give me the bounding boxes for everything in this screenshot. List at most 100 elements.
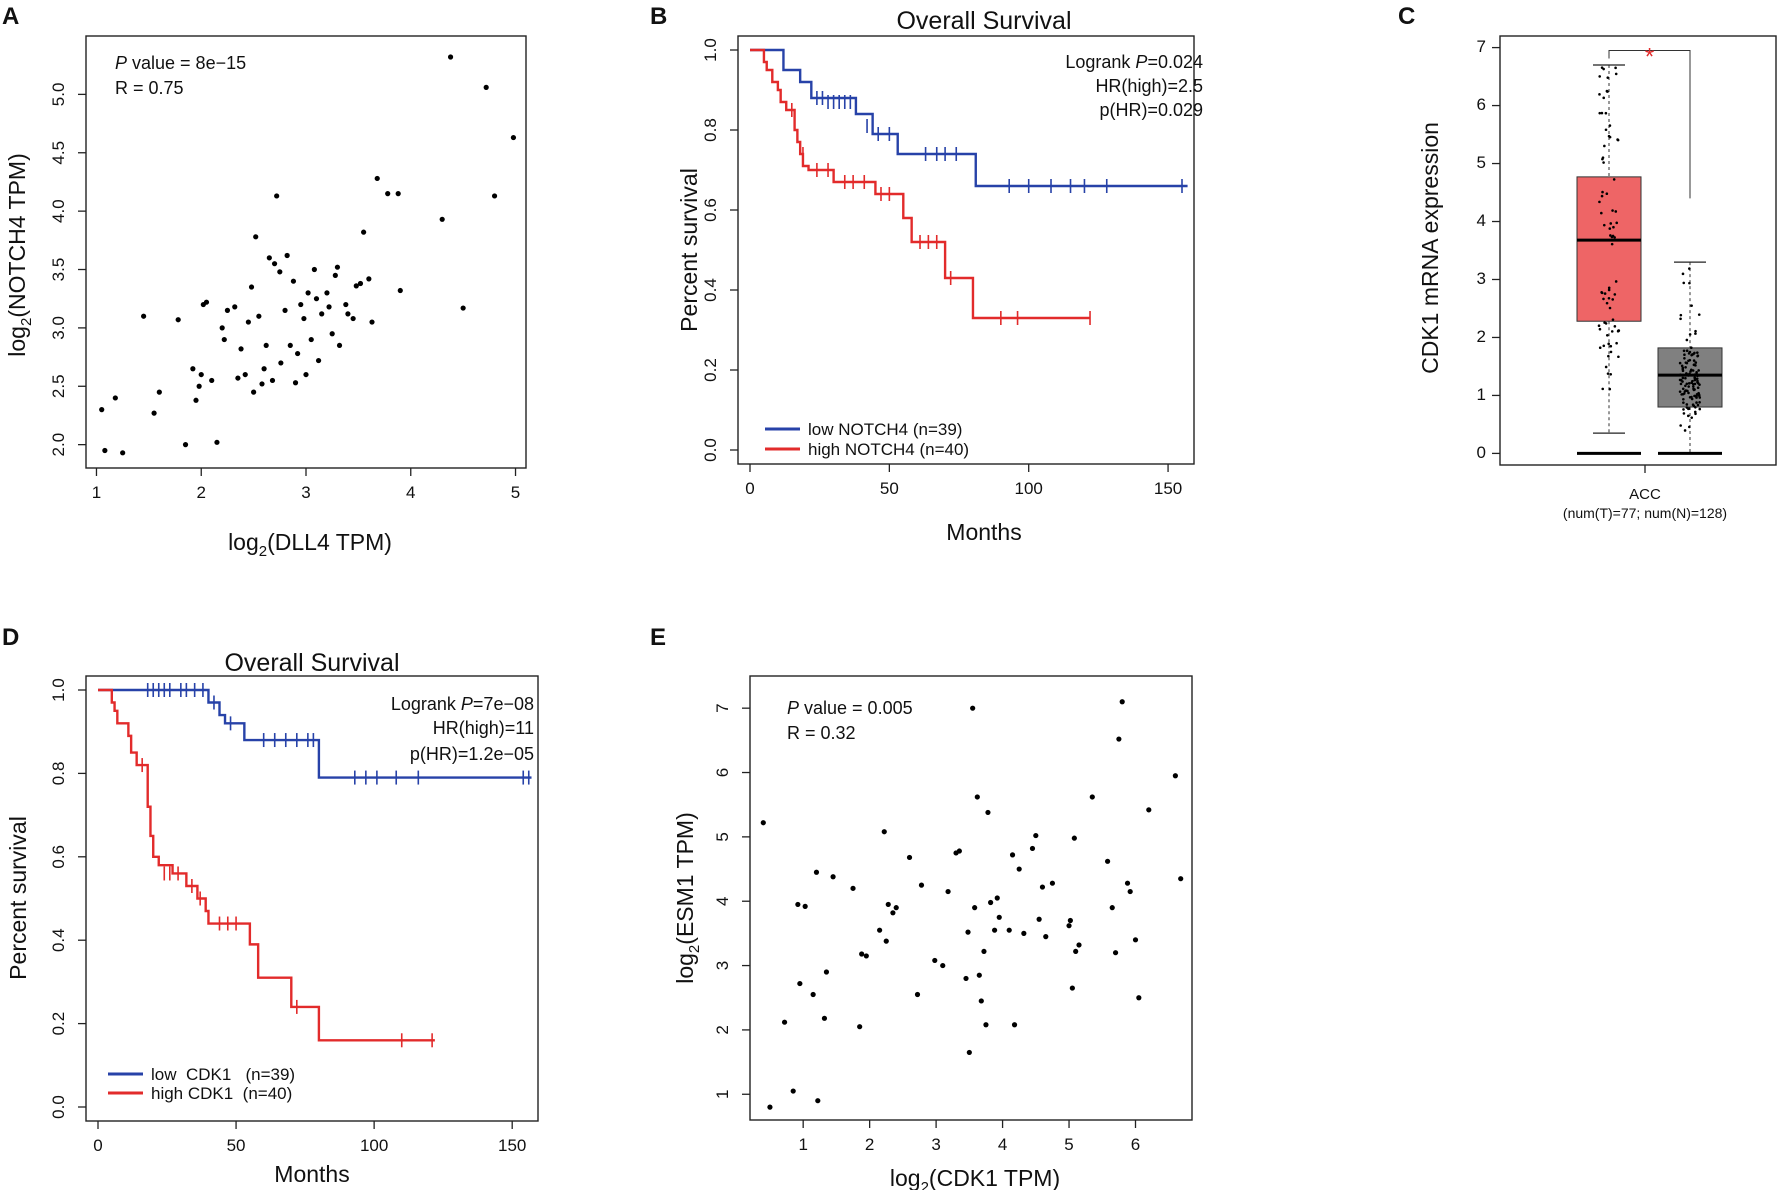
panel-e-y-tick-label: 7	[713, 703, 732, 712]
panel-e-p-value: P value = 0.005	[787, 698, 913, 718]
panel-e-x-tick-label: 1	[798, 1135, 807, 1154]
panel-c-box-normal-jitter-point	[1692, 363, 1696, 367]
panel-c-box-tumor-jitter-point	[1600, 194, 1604, 198]
panel-b-x-tick-label: 0	[745, 479, 754, 498]
panel-a-data-point	[209, 377, 215, 384]
panel-c-box-normal-jitter-point	[1688, 350, 1692, 354]
panel-a-p-text: value = 8e−15	[127, 53, 246, 73]
panel-c-box-tumor-jitter-point	[1615, 221, 1619, 225]
panel-a-y-tick-label: 5.0	[49, 83, 68, 107]
panel-c-box-normal-jitter-point	[1691, 385, 1695, 388]
panel-b-y-tick-label: 0.0	[701, 438, 720, 462]
panel-a-data-point	[295, 350, 301, 357]
panel-a-data-point	[308, 336, 314, 343]
panel-b-x-tick-label: 150	[1154, 479, 1182, 498]
panel-c-box-tumor-jitter-point	[1613, 325, 1617, 328]
panel-a-x-tick-label: 3	[301, 483, 310, 502]
panel-c-box-tumor-jitter-point	[1609, 372, 1613, 376]
panel-label-b: B	[650, 3, 667, 30]
panel-c-box-normal-jitter-point	[1685, 372, 1688, 375]
panel-e-data-point	[1076, 942, 1082, 948]
panel-a-data-point	[357, 280, 364, 287]
panel-a-x-tick-label: 4	[406, 483, 415, 502]
panel-c-box-normal-jitter-point	[1686, 414, 1690, 418]
panel-a-data-point	[397, 287, 403, 294]
panel-c-box-normal-jitter-point	[1684, 389, 1688, 392]
panel-c-box-normal-jitter-point	[1696, 354, 1699, 358]
panel-a-data-point	[319, 311, 325, 317]
panel-a-data-point	[251, 389, 257, 395]
panel-e-data-point	[821, 1015, 828, 1021]
panel-c-box-normal-jitter-point	[1685, 403, 1689, 406]
panel-c-box-normal-jitter-point	[1680, 364, 1684, 368]
panel-a-data-point	[269, 377, 276, 384]
panel-c: C 0 1 2 3 4 5 6 7 * ACC (num(T)=77; num(N)=128)…	[1398, 3, 1777, 521]
panel-e-data-point	[1073, 948, 1079, 955]
panel-c-y-tick-label: 7	[1477, 37, 1486, 56]
panel-b-plot-frame	[737, 35, 1195, 465]
panel-a-data-point	[345, 311, 351, 317]
panel-c-box-tumor-jitter-point	[1598, 93, 1601, 96]
panel-c-box-tumor-jitter-point	[1601, 190, 1604, 194]
panel-e-data-point	[996, 914, 1002, 920]
panel-c-box-tumor-jitter-point	[1610, 330, 1614, 333]
panel-c-y-tick-label: 4	[1477, 211, 1486, 230]
panel-c-box-normal-jitter-point	[1682, 408, 1685, 411]
panel-c-box-normal-jitter-point	[1688, 281, 1691, 285]
panel-b-logrank-prefix: Logrank	[1065, 52, 1135, 72]
panel-e-data-point	[1127, 888, 1133, 895]
panel-c-box-normal-jitter-point	[1682, 401, 1685, 404]
panel-a-ylabel: log2(NOTCH4 TPM)	[4, 153, 35, 356]
panel-label-a: A	[2, 3, 19, 30]
panel-a-data-point	[274, 193, 280, 199]
panel-a-data-point	[198, 371, 204, 378]
panel-e-data-point	[760, 820, 766, 826]
panel-c-box-tumor-jitter-point	[1608, 306, 1612, 310]
panel-b-survival-curve-high	[750, 48, 1091, 320]
panel-c-box-tumor	[1576, 176, 1642, 322]
panel-c-box-normal-jitter-point	[1684, 365, 1687, 369]
panel-a-data-point	[232, 304, 238, 310]
panel-b-y-tick-label: 0.6	[701, 198, 720, 222]
panel-a-data-point	[253, 234, 259, 240]
panel-d-ylabel: Percent survival	[5, 816, 31, 980]
panel-c-box-tumor-jitter-point	[1607, 288, 1611, 292]
panel-c-box-tumor-jitter-point	[1602, 96, 1606, 100]
panel-c-box-normal-jitter-point	[1698, 407, 1702, 411]
panel-c-box-tumor-jitter-point	[1598, 346, 1602, 350]
panel-c-box-tumor-jitter-point	[1609, 222, 1613, 225]
panel-b-x-tick-label: 50	[880, 479, 899, 498]
panel-a-data-point	[271, 261, 278, 267]
panel-e-data-point	[1011, 1022, 1018, 1028]
panel-c-box-tumor-jitter-point	[1605, 89, 1609, 93]
panel-c-box-normal-jitter-point	[1690, 304, 1693, 307]
panel-a-data-point	[439, 216, 445, 222]
panel-a-p-italic: P	[115, 53, 127, 73]
panel-c-box-normal-jitter-point	[1697, 391, 1700, 395]
panel-a-y-tick-label: 3.0	[49, 316, 68, 340]
panel-e-data-point	[1039, 884, 1046, 890]
panel-c-box-normal-jitter-point	[1684, 361, 1688, 364]
panel-a-data-point	[483, 84, 489, 90]
panel-c-box-tumor-jitter-point	[1598, 200, 1601, 204]
panel-a-data-point	[460, 305, 466, 311]
panel-e-data-point	[881, 829, 887, 835]
panel-e-data-point	[1109, 905, 1115, 911]
panel-a-data-point	[190, 366, 196, 372]
panel-c-box-tumor-jitter-point	[1617, 329, 1620, 333]
panel-c-box-tumor-jitter-point	[1611, 234, 1615, 238]
panel-c-box-normal-jitter-point	[1691, 379, 1694, 383]
panel-e-data-point	[857, 1024, 863, 1030]
panel-a-data-point	[510, 134, 517, 141]
panel-c-box-normal-jitter-point	[1695, 401, 1698, 404]
panel-e-data-point	[1116, 736, 1122, 742]
panel-c-box-tumor-jitter-point	[1612, 225, 1615, 229]
panel-e-data-point	[965, 929, 971, 935]
panel-label-c: C	[1398, 3, 1415, 30]
panel-a-data-point	[491, 193, 498, 199]
panel-b-hr: HR(high)=2.5	[1095, 76, 1203, 96]
panel-a: A 1 2 3 4 5 2.0 2.5 3.0 3.5 4.0 4.5 5.0 P value = 8…	[2, 3, 527, 560]
panel-c-box-normal-jitter-point	[1694, 405, 1697, 409]
panel-c-y-tick-label: 5	[1477, 153, 1486, 172]
panel-a-data-point	[261, 366, 267, 372]
